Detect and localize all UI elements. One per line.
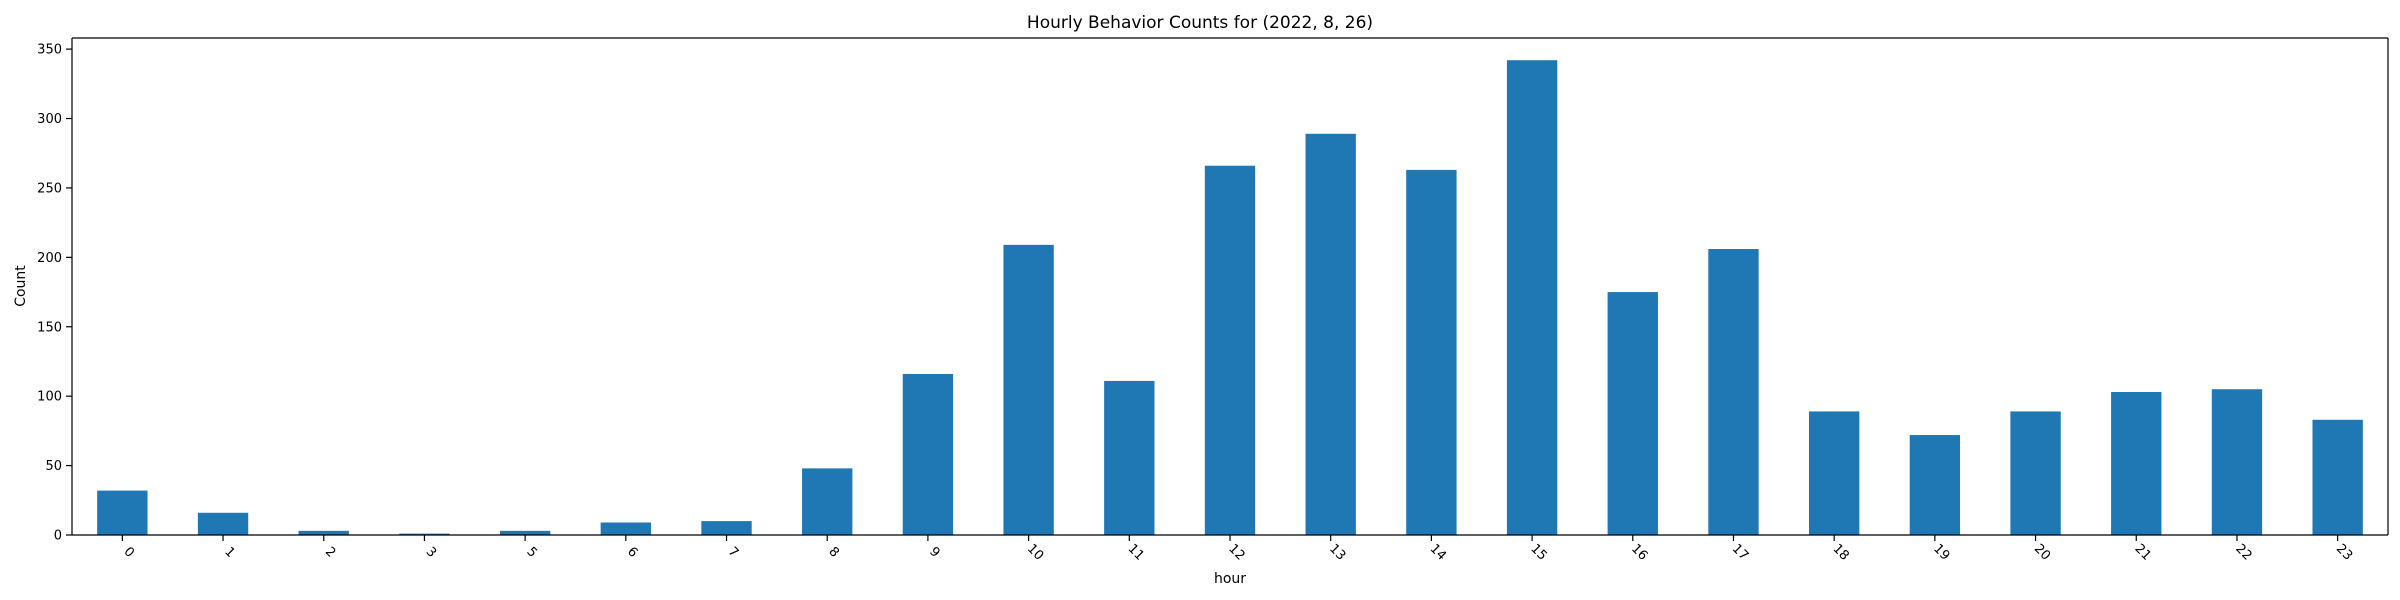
- x-tick-label: 15: [1527, 541, 1549, 563]
- bar-hour-22: [2211, 389, 2263, 535]
- x-axis: 0 1 2 3 5 6 7 8 9 10 11 12 13 14 15 16 17 18 19 20 21 22 23: [121, 535, 2355, 564]
- x-tick-label: 0: [121, 544, 137, 560]
- bars: [97, 60, 2363, 536]
- y-tick-label: 0: [54, 529, 62, 544]
- bar-hour-11: [1104, 380, 1155, 535]
- bar-hour-2: [298, 530, 349, 535]
- bar-hour-17: [1708, 249, 1759, 535]
- y-tick-label: 350: [37, 43, 62, 58]
- y-tick-label: 200: [37, 251, 62, 266]
- x-tick-label: 3: [423, 544, 439, 560]
- y-axis-label: Count: [13, 265, 29, 307]
- chart-title: Hourly Behavior Counts for (2022, 8, 26): [1027, 13, 1373, 33]
- bar-hour-8: [802, 468, 853, 535]
- bar-hour-10: [1003, 244, 1054, 535]
- x-tick-label: 5: [523, 544, 539, 560]
- x-tick-label: 23: [2333, 541, 2355, 563]
- y-tick-label: 150: [37, 320, 62, 335]
- x-tick-label: 19: [1930, 541, 1952, 563]
- x-tick-label: 21: [2132, 541, 2154, 563]
- x-tick-label: 11: [1125, 541, 1147, 563]
- x-tick-label: 1: [221, 544, 237, 560]
- x-tick-label: 2: [322, 544, 338, 560]
- y-tick-label: 250: [37, 181, 62, 196]
- x-tick-label: 20: [2031, 541, 2053, 563]
- x-tick-label: 10: [1024, 541, 1046, 563]
- x-tick-label: 18: [1829, 541, 1851, 563]
- y-tick-label: 50: [45, 459, 62, 474]
- x-tick-label: 17: [1729, 541, 1751, 563]
- x-tick-label: 13: [1326, 541, 1348, 563]
- x-tick-label: 6: [624, 544, 640, 560]
- bar-hour-5: [499, 530, 551, 535]
- bar-hour-18: [1809, 411, 1860, 535]
- y-axis: 0 50 100 150 200 250 300 350: [37, 43, 72, 544]
- x-tick-label: 7: [725, 544, 741, 560]
- bar-hour-12: [1204, 165, 1256, 535]
- y-tick-label: 100: [37, 390, 62, 405]
- bar-hour-1: [197, 512, 249, 535]
- bar-hour-14: [1406, 169, 1457, 535]
- x-axis-label: hour: [1214, 571, 1246, 587]
- x-tick-label: 14: [1427, 541, 1449, 563]
- bar-hour-20: [2010, 411, 2061, 535]
- bar-hour-3: [399, 533, 450, 535]
- bar-hour-13: [1305, 133, 1356, 535]
- x-tick-label: 16: [1628, 541, 1650, 563]
- bar-hour-9: [902, 373, 954, 535]
- bar-hour-19: [1909, 435, 1961, 535]
- bar-hour-15: [1506, 60, 1558, 536]
- y-tick-label: 300: [37, 112, 62, 127]
- x-tick-label: 8: [825, 544, 841, 560]
- x-tick-label: 12: [1225, 541, 1247, 563]
- x-tick-label: 9: [926, 544, 942, 560]
- bar-hour-6: [600, 522, 651, 535]
- bar-hour-23: [2312, 419, 2363, 535]
- x-tick-label: 22: [2232, 541, 2254, 563]
- bar-hour-21: [2111, 392, 2162, 535]
- bar-hour-0: [97, 490, 148, 535]
- bar-hour-7: [701, 521, 752, 535]
- bar-hour-16: [1607, 292, 1658, 535]
